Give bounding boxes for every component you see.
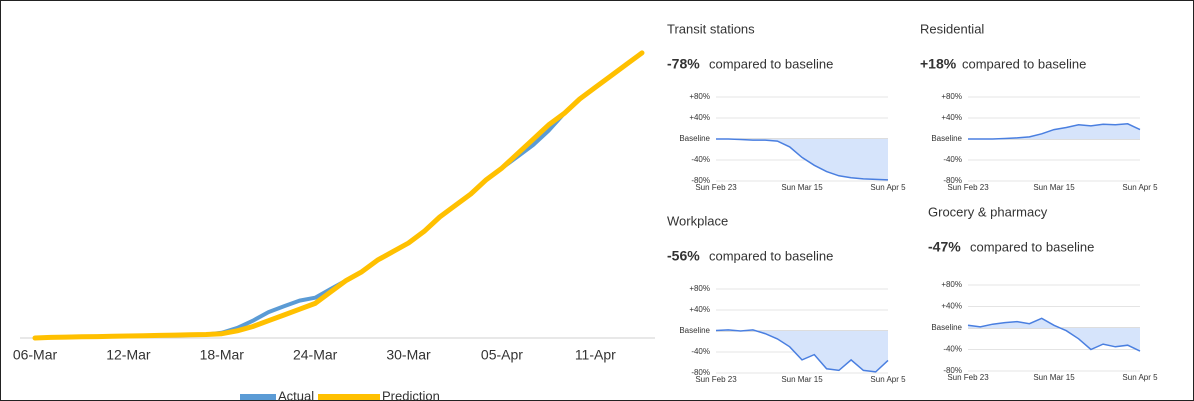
series-line: [968, 123, 1141, 140]
y-tick-label: -40%: [691, 155, 710, 164]
x-tick-label: 18-Mar: [200, 347, 245, 363]
y-tick-label: +80%: [689, 92, 710, 101]
y-tick-label: -80%: [691, 176, 710, 185]
x-tick-label: 05-Apr: [481, 347, 523, 363]
panel-title: Residential: [920, 21, 984, 36]
x-tick-label: 11-Apr: [575, 347, 616, 363]
y-tick-label: -40%: [943, 345, 962, 354]
y-tick-label: Baseline: [931, 323, 962, 332]
headline: -78%: [667, 56, 700, 72]
y-tick-label: +40%: [941, 302, 962, 311]
x-tick-label: Sun Mar 15: [781, 183, 823, 192]
legend-label: Prediction: [382, 388, 440, 401]
legend-label: Actual: [278, 388, 314, 401]
headline: +18%: [920, 56, 957, 72]
headline: -56%: [667, 248, 700, 264]
baseline-area: [968, 318, 1140, 352]
y-tick-label: Baseline: [679, 134, 710, 143]
series-line: [32, 50, 645, 341]
y-tick-label: +80%: [689, 284, 710, 293]
headline-subtitle: compared to baseline: [709, 248, 833, 263]
y-tick-label: -80%: [691, 368, 710, 377]
y-tick-label: +40%: [689, 113, 710, 122]
baseline-area: [716, 139, 888, 180]
x-tick-label: Sun Apr 5: [1122, 183, 1158, 192]
x-tick-label: 24-Mar: [293, 347, 338, 363]
headline: -47%: [928, 239, 961, 255]
y-tick-label: Baseline: [931, 134, 962, 143]
y-tick-label: Baseline: [679, 326, 710, 335]
x-tick-label: 12-Mar: [106, 347, 151, 363]
y-tick-label: +40%: [689, 305, 710, 314]
y-tick-label: -80%: [943, 366, 962, 375]
legend-swatch: [240, 394, 276, 400]
x-tick-label: 30-Mar: [386, 347, 431, 363]
panel-title: Workplace: [667, 213, 728, 228]
y-tick-label: -80%: [943, 176, 962, 185]
x-tick-label: Sun Mar 15: [1033, 183, 1075, 192]
series-line: [715, 329, 889, 373]
headline-subtitle: compared to baseline: [962, 56, 1086, 71]
headline-subtitle: compared to baseline: [970, 239, 1094, 254]
x-tick-label: Sun Feb 23: [695, 375, 737, 384]
y-tick-label: +80%: [941, 92, 962, 101]
legend-swatch: [318, 394, 380, 400]
x-tick-label: 06-Mar: [13, 347, 58, 363]
x-tick-label: Sun Mar 15: [781, 375, 823, 384]
y-tick-label: -40%: [943, 155, 962, 164]
x-tick-label: Sun Apr 5: [870, 375, 906, 384]
x-tick-label: Sun Mar 15: [1033, 373, 1075, 382]
panel-title: Transit stations: [667, 21, 755, 36]
x-tick-label: Sun Feb 23: [695, 183, 737, 192]
x-tick-label: Sun Feb 23: [947, 373, 989, 382]
baseline-area: [716, 329, 888, 372]
y-tick-label: +80%: [941, 280, 962, 289]
headline-subtitle: compared to baseline: [709, 56, 833, 71]
baseline-area: [968, 123, 1140, 139]
x-tick-label: Sun Apr 5: [870, 183, 906, 192]
x-tick-label: Sun Feb 23: [947, 183, 989, 192]
series-line: [967, 317, 1141, 352]
panel-title: Grocery & pharmacy: [928, 204, 1048, 219]
y-tick-label: -40%: [691, 347, 710, 356]
series-line: [716, 138, 889, 181]
y-tick-label: +40%: [941, 113, 962, 122]
x-tick-label: Sun Apr 5: [1122, 373, 1158, 382]
